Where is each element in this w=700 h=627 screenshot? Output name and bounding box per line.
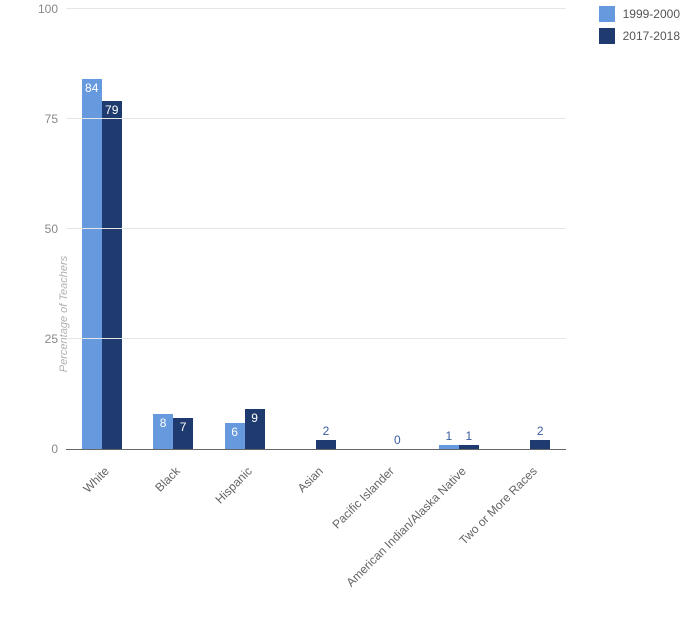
bar-group: 8479 bbox=[66, 10, 137, 449]
x-label-slot: Two or More Races bbox=[495, 456, 566, 616]
bar: 79 bbox=[102, 101, 122, 449]
legend-swatch bbox=[599, 28, 615, 44]
x-label-slot: White bbox=[66, 456, 137, 616]
bar-group: 0 bbox=[352, 10, 423, 449]
legend-item-1999-2000: 1999-2000 bbox=[599, 6, 680, 22]
bar: 9 bbox=[245, 409, 265, 449]
grid-line bbox=[66, 228, 566, 229]
bar: 8 bbox=[153, 414, 173, 449]
bar-value-label: 2 bbox=[316, 424, 336, 438]
bar: 7 bbox=[173, 418, 193, 449]
y-tick-label: 0 bbox=[51, 442, 58, 456]
bar-value-label: 1 bbox=[459, 429, 479, 443]
teacher-demographics-chart: 1999-2000 2017-2018 Percentage of Teache… bbox=[0, 0, 700, 627]
y-tick-label: 25 bbox=[45, 332, 58, 346]
y-tick-label: 100 bbox=[38, 2, 58, 16]
plot-area: 8479876920112 0255075100 bbox=[66, 10, 566, 450]
bar-group: 2 bbox=[280, 10, 351, 449]
bar-value-label: 1 bbox=[439, 429, 459, 443]
grid-line bbox=[66, 8, 566, 9]
legend-label: 1999-2000 bbox=[623, 7, 680, 21]
x-axis-labels: WhiteBlackHispanicAsianPacific IslanderA… bbox=[66, 456, 566, 616]
bar-value-label: 79 bbox=[102, 103, 122, 117]
bar-value-label: 7 bbox=[173, 420, 193, 434]
x-label-slot: Asian bbox=[280, 456, 351, 616]
legend-swatch bbox=[599, 6, 615, 22]
bar-value-label: 2 bbox=[530, 424, 550, 438]
bar: 1 bbox=[439, 445, 459, 449]
bar-group: 87 bbox=[137, 10, 208, 449]
x-label-slot: Hispanic bbox=[209, 456, 280, 616]
y-tick-label: 75 bbox=[45, 112, 58, 126]
grid-line bbox=[66, 338, 566, 339]
bar-value-label: 9 bbox=[245, 411, 265, 425]
bar-group: 11 bbox=[423, 10, 494, 449]
grid-line bbox=[66, 118, 566, 119]
bar-value-label: 8 bbox=[153, 416, 173, 430]
legend-label: 2017-2018 bbox=[623, 29, 680, 43]
bar-value-label: 6 bbox=[225, 425, 245, 439]
y-tick-label: 50 bbox=[45, 222, 58, 236]
legend: 1999-2000 2017-2018 bbox=[599, 6, 680, 50]
bar-groups: 8479876920112 bbox=[66, 10, 566, 449]
bar: 6 bbox=[225, 423, 245, 449]
bar: 84 bbox=[82, 79, 102, 449]
x-label-slot: Black bbox=[137, 456, 208, 616]
bar-value-label: 84 bbox=[82, 81, 102, 95]
bar-group: 69 bbox=[209, 10, 280, 449]
legend-item-2017-2018: 2017-2018 bbox=[599, 28, 680, 44]
